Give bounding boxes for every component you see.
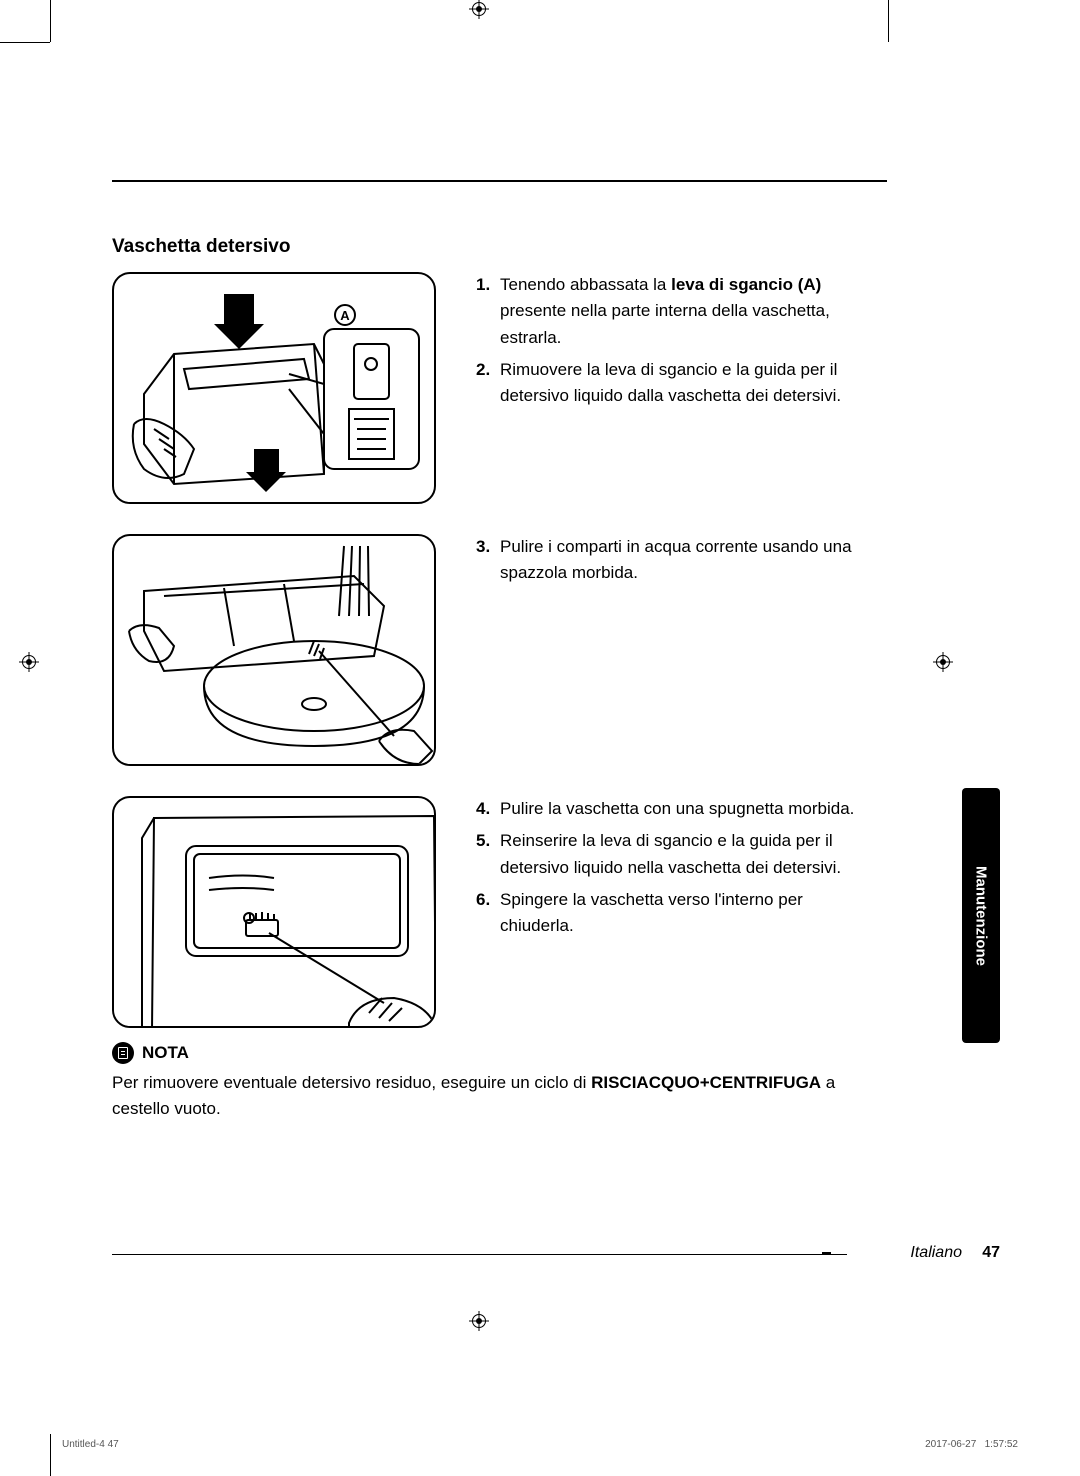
- figure-2: [112, 534, 436, 766]
- section-divider: [112, 180, 887, 182]
- instruction-row-2: 3.Pulire i comparti in acqua corrente us…: [112, 534, 876, 766]
- footer-rule-accent: [822, 1252, 831, 1254]
- note-label: NOTA: [142, 1043, 189, 1063]
- footer-rule: [112, 1254, 847, 1255]
- registration-mark-icon: [472, 2, 486, 16]
- crop-mark: [50, 1434, 51, 1476]
- step-number: 5.: [476, 828, 500, 881]
- section-tab-label: Manutenzione: [973, 866, 990, 966]
- note-text: Per rimuovere eventuale detersivo residu…: [112, 1070, 887, 1123]
- instruction-row-1: A 1.Tenendo abbassa: [112, 272, 876, 504]
- registration-mark-icon: [22, 655, 36, 669]
- section-title: Vaschetta detersivo: [112, 236, 290, 258]
- step-number: 3.: [476, 534, 500, 587]
- figure-3: [112, 796, 436, 1028]
- instruction-step: 5.Reinserire la leva di sgancio e la gui…: [476, 828, 876, 881]
- instruction-row-3: 4.Pulire la vaschetta con una spugnetta …: [112, 796, 876, 1028]
- instruction-text-3: 4.Pulire la vaschetta con una spugnetta …: [476, 796, 876, 1028]
- instruction-step: 6.Spingere la vaschetta verso l'interno …: [476, 887, 876, 940]
- step-number: 1.: [476, 272, 500, 351]
- registration-mark-icon: [472, 1314, 486, 1328]
- step-text: Tenendo abbassata la leva di sgancio (A)…: [500, 272, 876, 351]
- footer-file-info: Untitled-4 47: [62, 1439, 119, 1450]
- note-section: NOTA Per rimuovere eventuale detersivo r…: [112, 1042, 887, 1123]
- footer-timestamp: 2017-06-27 1:57:52: [925, 1439, 1018, 1450]
- section-tab: Manutenzione: [962, 788, 1000, 1043]
- step-text: Pulire i comparti in acqua corrente usan…: [500, 534, 876, 587]
- step-text: Pulire la vaschetta con una spugnetta mo…: [500, 796, 876, 822]
- instruction-text-2: 3.Pulire i comparti in acqua corrente us…: [476, 534, 876, 766]
- step-text: Rimuovere la leva di sgancio e la guida …: [500, 357, 876, 410]
- crop-mark: [888, 0, 889, 42]
- crop-mark: [0, 42, 50, 43]
- instruction-step: 2.Rimuovere la leva di sgancio e la guid…: [476, 357, 876, 410]
- instruction-text-1: 1.Tenendo abbassata la leva di sgancio (…: [476, 272, 876, 504]
- step-text: Spingere la vaschetta verso l'interno pe…: [500, 887, 876, 940]
- instruction-step: 3.Pulire i comparti in acqua corrente us…: [476, 534, 876, 587]
- instruction-step: 4.Pulire la vaschetta con una spugnetta …: [476, 796, 876, 822]
- step-text: Reinserire la leva di sgancio e la guida…: [500, 828, 876, 881]
- note-icon: [112, 1042, 134, 1064]
- footer-page-number: 47: [982, 1244, 1000, 1262]
- step-number: 4.: [476, 796, 500, 822]
- figure-1: A: [112, 272, 436, 504]
- figure-label-a: A: [334, 304, 356, 326]
- registration-mark-icon: [936, 655, 950, 669]
- footer-language: Italiano: [910, 1244, 962, 1262]
- step-number: 6.: [476, 887, 500, 940]
- instruction-step: 1.Tenendo abbassata la leva di sgancio (…: [476, 272, 876, 351]
- step-number: 2.: [476, 357, 500, 410]
- crop-mark: [50, 0, 51, 42]
